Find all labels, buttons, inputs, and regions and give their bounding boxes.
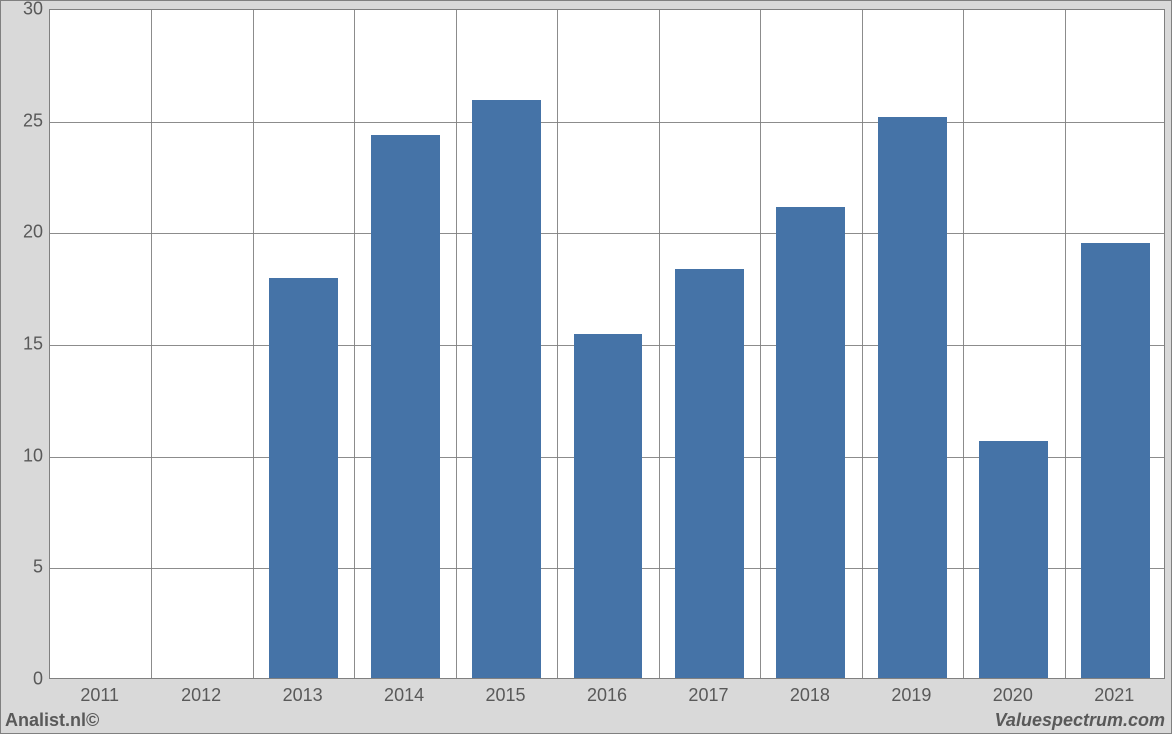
y-tick-label: 30 — [3, 0, 43, 20]
gridline-v — [456, 10, 457, 678]
footer-right: Valuespectrum.com — [995, 710, 1165, 731]
bar — [1081, 243, 1150, 679]
x-tick-label: 2014 — [384, 685, 424, 706]
x-tick-label: 2016 — [587, 685, 627, 706]
bar — [371, 135, 440, 678]
gridline-v — [659, 10, 660, 678]
x-tick-label: 2015 — [486, 685, 526, 706]
y-tick-label: 10 — [3, 445, 43, 466]
bar — [675, 269, 744, 678]
plot-area — [49, 9, 1165, 679]
x-tick-label: 2018 — [790, 685, 830, 706]
footer-left: Analist.nl© — [5, 710, 99, 731]
bar — [979, 441, 1048, 678]
gridline-v — [557, 10, 558, 678]
gridline-v — [760, 10, 761, 678]
bar — [878, 117, 947, 678]
gridline-v — [963, 10, 964, 678]
gridline-v — [862, 10, 863, 678]
x-tick-label: 2017 — [688, 685, 728, 706]
y-tick-label: 5 — [3, 557, 43, 578]
gridline-h — [50, 233, 1164, 234]
bar — [472, 100, 541, 678]
x-tick-label: 2020 — [993, 685, 1033, 706]
y-tick-label: 25 — [3, 110, 43, 131]
bar — [574, 334, 643, 678]
x-tick-label: 2011 — [80, 685, 119, 706]
chart-container: 0 5 10 15 20 25 30 2011 2012 2013 2014 2015 2016 201… — [0, 0, 1172, 734]
y-tick-label: 15 — [3, 334, 43, 355]
gridline-v — [354, 10, 355, 678]
x-tick-label: 2019 — [891, 685, 931, 706]
x-tick-label: 2013 — [283, 685, 323, 706]
gridline-h — [50, 122, 1164, 123]
gridline-v — [253, 10, 254, 678]
bar — [776, 207, 845, 678]
gridline-v — [1065, 10, 1066, 678]
bar — [269, 278, 338, 678]
gridline-v — [151, 10, 152, 678]
y-tick-label: 0 — [3, 669, 43, 690]
x-tick-label: 2021 — [1094, 685, 1134, 706]
x-tick-label: 2012 — [181, 685, 221, 706]
y-tick-label: 20 — [3, 222, 43, 243]
